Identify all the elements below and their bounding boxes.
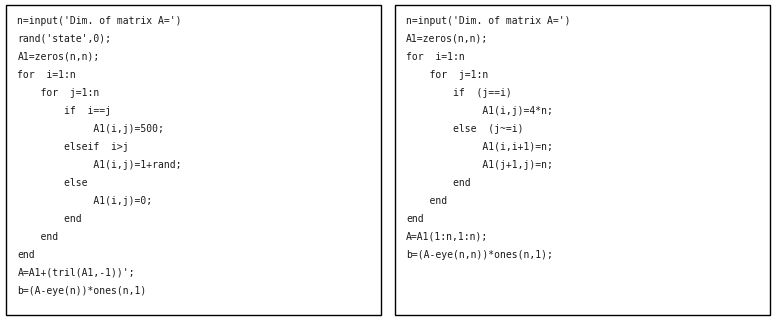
- Text: A1(i,j)=4*n;: A1(i,j)=4*n;: [406, 106, 553, 116]
- Text: for  j=1:n: for j=1:n: [17, 88, 99, 98]
- Text: n=input('Dim. of matrix A='): n=input('Dim. of matrix A='): [406, 16, 570, 26]
- Text: b=(A-eye(n))*ones(n,1): b=(A-eye(n))*ones(n,1): [17, 286, 147, 296]
- Text: for  i=1:n: for i=1:n: [406, 52, 465, 62]
- Text: n=input('Dim. of matrix A='): n=input('Dim. of matrix A='): [17, 16, 182, 26]
- Text: A1(i,j)=0;: A1(i,j)=0;: [17, 196, 153, 206]
- Text: b=(A-eye(n,n))*ones(n,1);: b=(A-eye(n,n))*ones(n,1);: [406, 250, 553, 260]
- Text: else: else: [17, 178, 88, 188]
- Text: elseif  i>j: elseif i>j: [17, 142, 129, 152]
- Text: end: end: [406, 214, 424, 224]
- Text: A1(i,i+1)=n;: A1(i,i+1)=n;: [406, 142, 553, 152]
- Text: A1=zeros(n,n);: A1=zeros(n,n);: [17, 52, 99, 62]
- FancyBboxPatch shape: [395, 5, 770, 315]
- Text: end: end: [17, 250, 35, 260]
- Text: if  i==j: if i==j: [17, 106, 112, 116]
- FancyBboxPatch shape: [6, 5, 381, 315]
- Text: end: end: [406, 178, 471, 188]
- Text: if  (j==i): if (j==i): [406, 88, 512, 98]
- Text: end: end: [17, 214, 82, 224]
- Text: rand('state',0);: rand('state',0);: [17, 34, 112, 44]
- Text: A1=zeros(n,n);: A1=zeros(n,n);: [406, 34, 488, 44]
- Text: A1(j+1,j)=n;: A1(j+1,j)=n;: [406, 160, 553, 170]
- Text: else  (j~=i): else (j~=i): [406, 124, 524, 134]
- Text: A1(i,j)=1+rand;: A1(i,j)=1+rand;: [17, 160, 182, 170]
- Text: end: end: [17, 232, 58, 242]
- Text: A=A1+(tril(A1,-1))';: A=A1+(tril(A1,-1))';: [17, 268, 135, 278]
- Text: end: end: [406, 196, 447, 206]
- Text: A1(i,j)=500;: A1(i,j)=500;: [17, 124, 165, 134]
- Text: A=A1(1:n,1:n);: A=A1(1:n,1:n);: [406, 232, 488, 242]
- Text: for  i=1:n: for i=1:n: [17, 70, 76, 80]
- Text: for  j=1:n: for j=1:n: [406, 70, 488, 80]
